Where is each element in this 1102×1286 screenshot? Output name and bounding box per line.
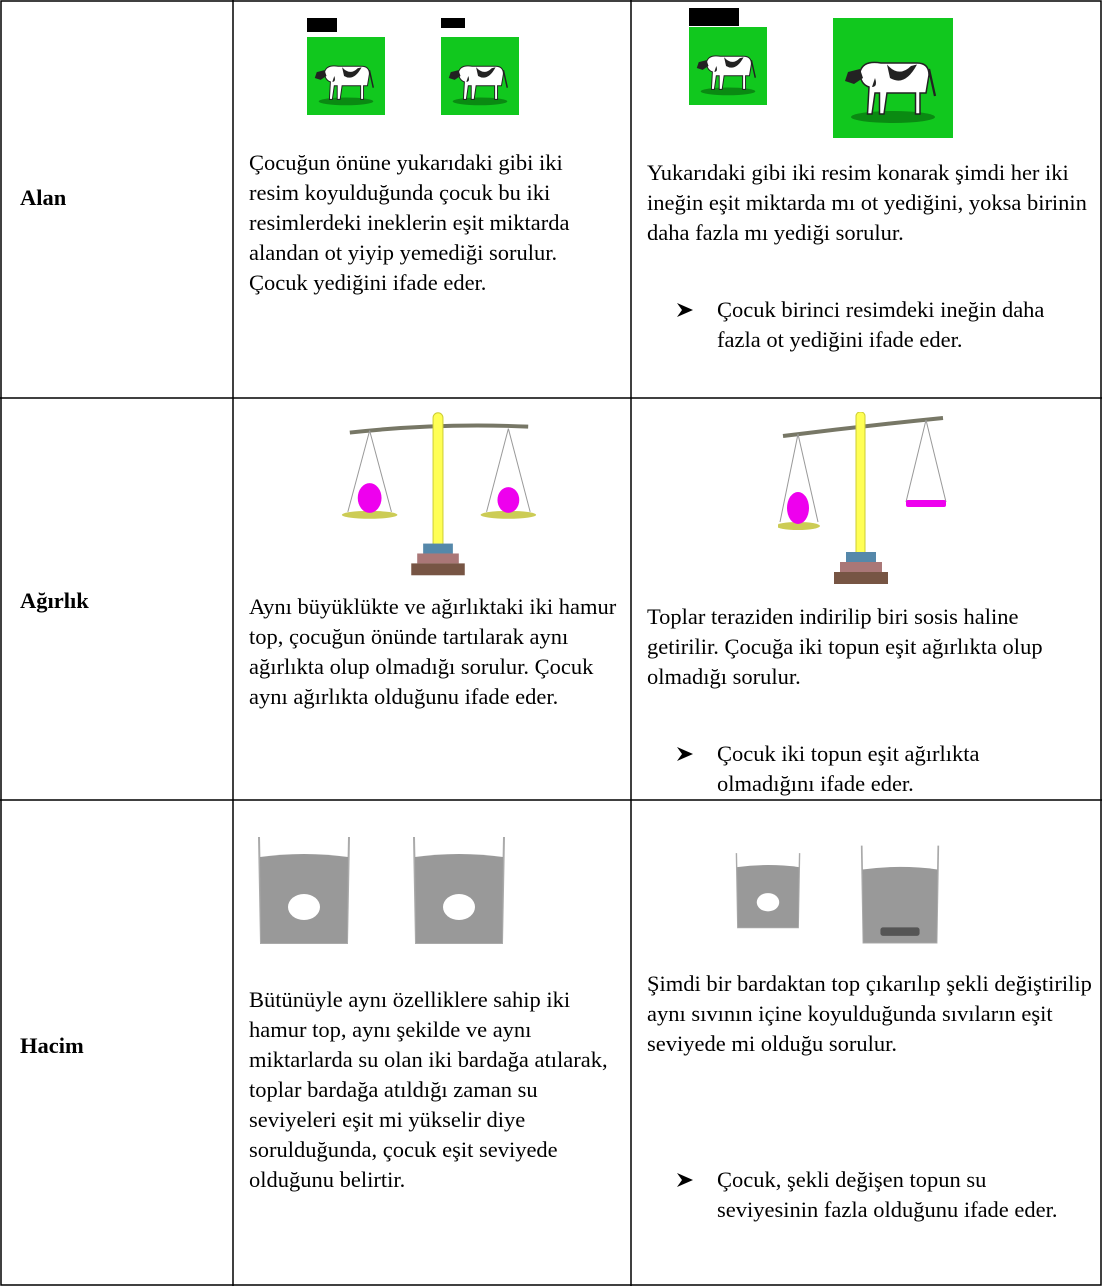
cow-image bbox=[689, 25, 767, 107]
cell-text: Aynı büyüklükte ve ağırlıktaki iki hamur… bbox=[249, 594, 617, 709]
row-label: Alan bbox=[20, 185, 67, 210]
row-label: Hacim bbox=[20, 1033, 84, 1058]
glass-image bbox=[258, 836, 350, 944]
glass-image bbox=[735, 852, 801, 929]
row-label: Ağırlık bbox=[20, 588, 89, 613]
glass-image bbox=[860, 844, 940, 944]
cell-text: Çocuğun önüne yukarıdaki gibi iki resim … bbox=[249, 150, 570, 295]
image-artifact bbox=[307, 18, 337, 32]
image-artifact bbox=[441, 18, 465, 28]
bullet-text: Çocuk, şekli değişen topun su seviyesini… bbox=[717, 1167, 1058, 1222]
cell-text: Şimdi bir bardaktan top çıkarılıp şekli … bbox=[647, 971, 1092, 1056]
bullet-text: Çocuk iki topun eşit ağırlıkta olmadığın… bbox=[717, 741, 980, 796]
cow-image bbox=[441, 35, 519, 117]
bullet-icon bbox=[677, 303, 693, 317]
cell-text: Toplar teraziden indirilip biri sosis ha… bbox=[647, 604, 1043, 689]
scale-image bbox=[778, 412, 948, 586]
cow-image bbox=[307, 35, 385, 117]
bullet-icon bbox=[677, 747, 693, 761]
scale-image bbox=[339, 412, 539, 578]
glass-image bbox=[413, 836, 505, 944]
cell-text: Yukarıdaki gibi iki resim konarak şimdi … bbox=[647, 160, 1087, 245]
bullet-text: Çocuk birinci resimdeki ineğin daha fazl… bbox=[717, 297, 1045, 352]
image-artifact bbox=[689, 8, 739, 26]
cow-image bbox=[833, 18, 953, 138]
cell-text: Bütünüyle aynı özelliklere sahip iki ham… bbox=[249, 987, 608, 1192]
bullet-icon bbox=[677, 1173, 693, 1187]
